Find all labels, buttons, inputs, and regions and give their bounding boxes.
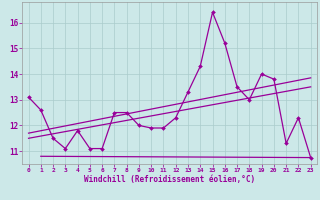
- X-axis label: Windchill (Refroidissement éolien,°C): Windchill (Refroidissement éolien,°C): [84, 175, 255, 184]
